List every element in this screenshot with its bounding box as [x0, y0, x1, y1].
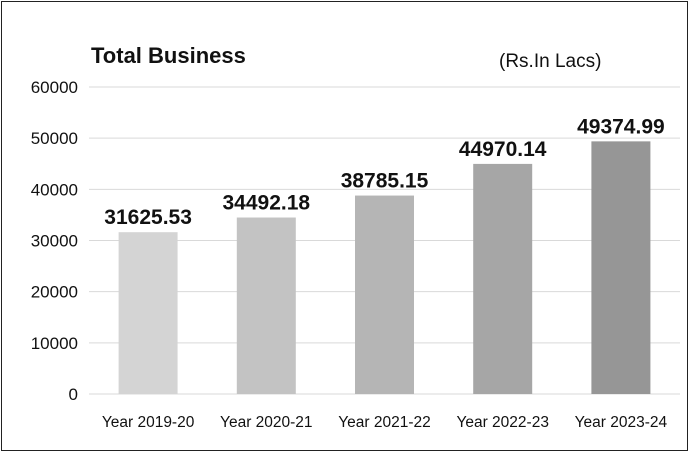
data-label: 38785.15 — [341, 170, 429, 193]
bar — [355, 195, 414, 394]
bar — [236, 217, 296, 394]
y-tick-label: 30000 — [31, 232, 78, 251]
x-tick-label: Year 2022-23 — [456, 414, 549, 431]
y-axis-ticks: 0 10000 20000 30000 40000 50000 60000 — [31, 78, 78, 404]
data-label: 44970.14 — [459, 138, 547, 161]
gridlines — [89, 86, 680, 395]
x-tick-label: Year 2019-20 — [102, 414, 195, 431]
x-tick-label: Year 2020-21 — [220, 414, 313, 431]
data-label: 34492.18 — [223, 192, 311, 215]
bar — [591, 141, 651, 394]
bar — [473, 163, 533, 394]
y-tick-label: 60000 — [31, 78, 78, 97]
unit-note: (Rs.In Lacs) — [499, 51, 601, 72]
data-label: 31625.53 — [104, 206, 192, 229]
x-tick-label: Year 2023-24 — [575, 414, 668, 431]
y-tick-label: 20000 — [31, 283, 78, 302]
data-labels: 31625.53 34492.18 38785.15 44970.14 49374.99 — [104, 115, 664, 229]
chart-title: Total Business — [91, 43, 246, 68]
y-tick-label: 40000 — [31, 180, 78, 199]
bars — [118, 141, 651, 394]
y-tick-label: 50000 — [31, 129, 78, 148]
y-tick-label: 0 — [69, 385, 78, 404]
data-label: 49374.99 — [577, 115, 665, 138]
y-tick-label: 10000 — [31, 334, 78, 353]
x-axis-ticks: Year 2019-20 Year 2020-21 Year 2021-22 Year… — [102, 414, 668, 431]
bar — [118, 232, 178, 394]
x-tick-label: Year 2021-22 — [338, 414, 431, 431]
